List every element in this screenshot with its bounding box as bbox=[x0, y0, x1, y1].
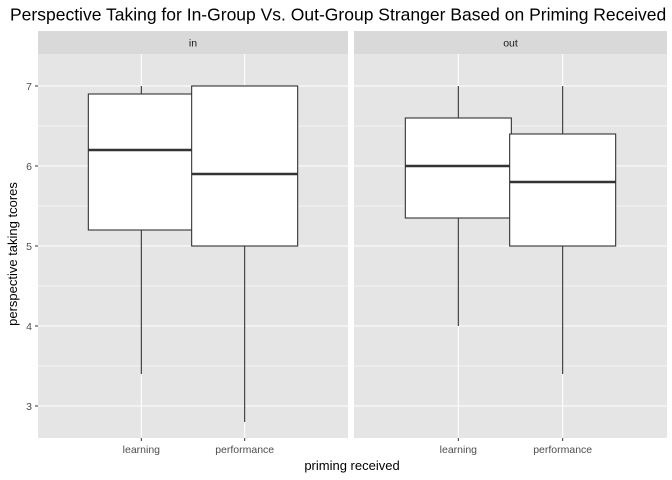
x-tick-label: learning bbox=[123, 444, 161, 456]
boxplot-in-performance bbox=[191, 85, 299, 422]
x-axis-title: priming received bbox=[304, 458, 399, 473]
y-tick-label: 3 bbox=[26, 401, 32, 413]
facet-strip bbox=[38, 31, 348, 54]
box bbox=[191, 85, 299, 247]
facet-panel-out: out bbox=[354, 31, 667, 438]
facet-strip bbox=[354, 31, 667, 54]
x-tick-label: learning bbox=[440, 444, 478, 456]
box bbox=[404, 117, 512, 219]
x-tick-label: performance bbox=[533, 444, 592, 456]
x-axis: learning performance learning performance bbox=[123, 438, 592, 456]
y-tick-label: 5 bbox=[26, 241, 32, 253]
boxplot-in-learning bbox=[87, 86, 195, 374]
x-tick-label: performance bbox=[215, 444, 274, 456]
y-tick-label: 4 bbox=[26, 321, 32, 333]
facet-panels: in out bbox=[38, 31, 667, 438]
facet-strip-label: in bbox=[189, 38, 197, 50]
y-axis-title: perspective taking tcores bbox=[5, 182, 20, 326]
facet-strip-label: out bbox=[503, 38, 518, 50]
box bbox=[87, 93, 195, 231]
y-tick-label: 6 bbox=[26, 161, 32, 173]
boxplot-out-performance bbox=[509, 86, 617, 374]
chart-title: Perspective Taking for In-Group Vs. Out-… bbox=[10, 5, 666, 25]
y-axis: 3 4 5 6 7 bbox=[26, 81, 38, 413]
facet-panel-in: in bbox=[38, 31, 348, 438]
box bbox=[509, 133, 617, 247]
y-tick-label: 7 bbox=[26, 81, 32, 93]
